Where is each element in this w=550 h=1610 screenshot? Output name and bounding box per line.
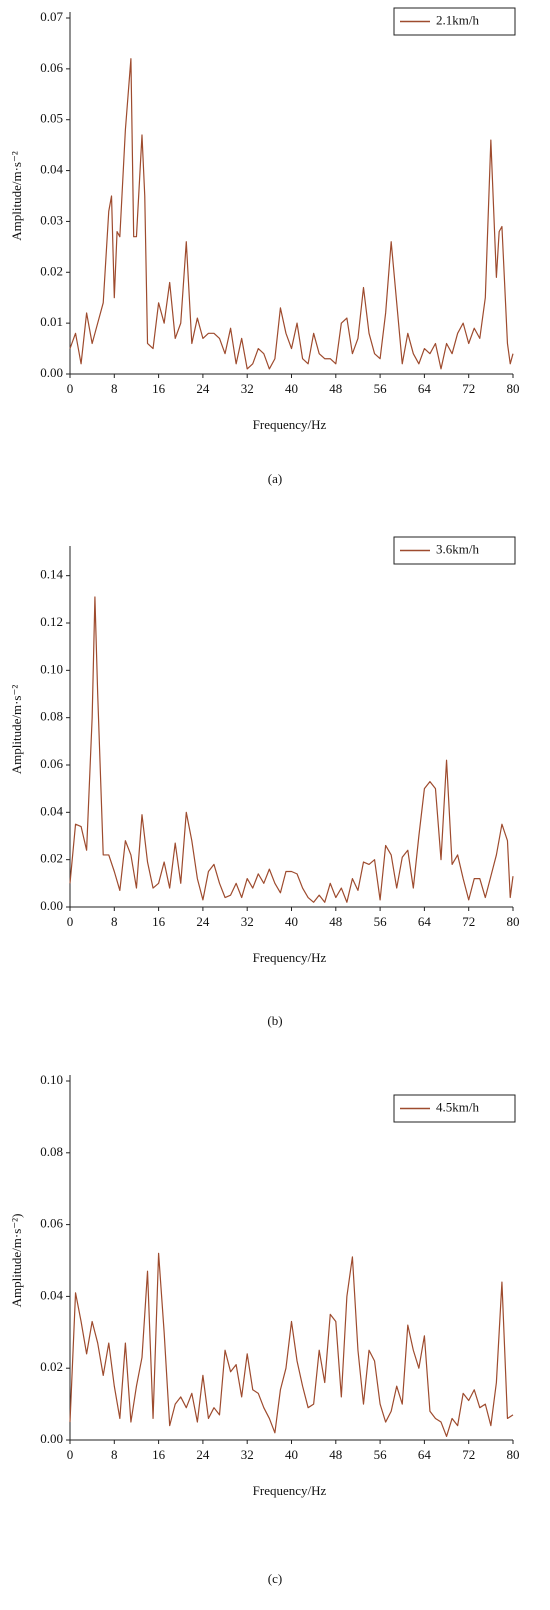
x-tick-label: 40	[285, 1447, 298, 1462]
y-tick-label: 0.14	[40, 567, 63, 582]
y-tick-label: 0.00	[40, 1431, 63, 1446]
x-tick-label: 64	[418, 914, 432, 929]
x-tick-label: 72	[462, 914, 475, 929]
y-axis-label: Amplitude/m·s⁻²)	[9, 1214, 24, 1308]
panel-caption: (c)	[268, 1571, 282, 1586]
x-axis-label: Frequency/Hz	[253, 950, 327, 965]
y-tick-label: 0.03	[40, 212, 63, 227]
x-tick-label: 32	[241, 914, 254, 929]
x-tick-label: 48	[329, 1447, 342, 1462]
y-tick-label: 0.12	[40, 614, 63, 629]
chart-panel: 0.00 0.02 0.04 0.06 0.08 0.10 0 8 16 24 32 40 48 56 64…	[9, 1072, 520, 1586]
x-tick-label: 40	[285, 914, 298, 929]
legend-label: 3.6km/h	[436, 541, 479, 556]
data-line	[69, 596, 514, 903]
y-tick-label: 0.10	[40, 661, 63, 676]
x-tick-label: 0	[67, 381, 74, 396]
x-tick-label: 56	[374, 1447, 388, 1462]
y-tick-label: 0.08	[40, 709, 63, 724]
y-tick-label: 0.02	[40, 851, 63, 866]
x-tick-label: 80	[507, 381, 520, 396]
y-tick-label: 0.06	[40, 60, 63, 75]
y-tick-label: 0.05	[40, 111, 63, 126]
x-tick-label: 48	[329, 914, 342, 929]
x-tick-label: 56	[374, 381, 388, 396]
y-tick-label: 0.00	[40, 898, 63, 913]
y-axis-label: Amplitude/m·s⁻²	[9, 685, 24, 775]
legend-label: 2.1km/h	[436, 12, 479, 27]
x-tick-label: 80	[507, 1447, 520, 1462]
y-tick-label: 0.00	[40, 365, 63, 380]
y-tick-label: 0.04	[40, 162, 63, 177]
y-tick-label: 0.10	[40, 1072, 63, 1087]
y-tick-label: 0.04	[40, 803, 63, 818]
y-tick-label: 0.06	[40, 756, 63, 771]
x-axis-label: Frequency/Hz	[253, 417, 327, 432]
x-tick-label: 24	[196, 381, 210, 396]
x-tick-label: 8	[111, 381, 118, 396]
data-line	[69, 1252, 514, 1438]
x-tick-label: 32	[241, 1447, 254, 1462]
x-tick-label: 16	[152, 914, 166, 929]
x-tick-label: 48	[329, 381, 342, 396]
x-axis-label: Frequency/Hz	[253, 1483, 327, 1498]
x-tick-label: 56	[374, 914, 388, 929]
y-tick-label: 0.08	[40, 1144, 63, 1159]
x-tick-label: 64	[418, 381, 432, 396]
x-tick-label: 16	[152, 1447, 166, 1462]
y-axis-label: Amplitude/m·s⁻²	[9, 151, 24, 241]
y-tick-label: 0.01	[40, 314, 63, 329]
data-line	[69, 58, 514, 370]
panel-caption: (b)	[267, 1013, 282, 1028]
chart-panel: 0.00 0.02 0.04 0.06 0.08 0.10 0.12 0.14 0 8 16 24 32…	[9, 536, 520, 1028]
x-tick-label: 24	[196, 914, 210, 929]
panel-caption: (a)	[268, 471, 282, 486]
x-tick-label: 0	[67, 914, 74, 929]
y-tick-label: 0.02	[40, 1359, 63, 1374]
x-tick-label: 0	[67, 1447, 74, 1462]
legend-label: 4.5km/h	[436, 1099, 479, 1114]
x-tick-label: 80	[507, 914, 520, 929]
x-tick-label: 24	[196, 1447, 210, 1462]
y-tick-label: 0.02	[40, 263, 63, 278]
x-tick-label: 8	[111, 914, 118, 929]
chart-panel: 0.00 0.01 0.02 0.03 0.04 0.05 0.06 0.07 0 8 16 24 32…	[9, 7, 520, 486]
x-tick-label: 8	[111, 1447, 118, 1462]
y-tick-label: 0.06	[40, 1216, 63, 1231]
x-tick-label: 72	[462, 1447, 475, 1462]
x-tick-label: 32	[241, 381, 254, 396]
x-tick-label: 72	[462, 381, 475, 396]
x-tick-label: 64	[418, 1447, 432, 1462]
y-tick-label: 0.04	[40, 1287, 63, 1302]
x-tick-label: 40	[285, 381, 298, 396]
x-tick-label: 16	[152, 381, 166, 396]
y-tick-label: 0.07	[40, 9, 63, 24]
